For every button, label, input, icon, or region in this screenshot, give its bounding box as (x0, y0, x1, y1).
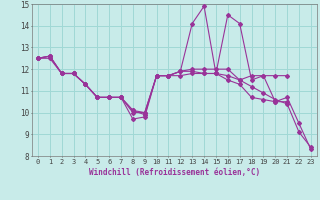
X-axis label: Windchill (Refroidissement éolien,°C): Windchill (Refroidissement éolien,°C) (89, 168, 260, 177)
